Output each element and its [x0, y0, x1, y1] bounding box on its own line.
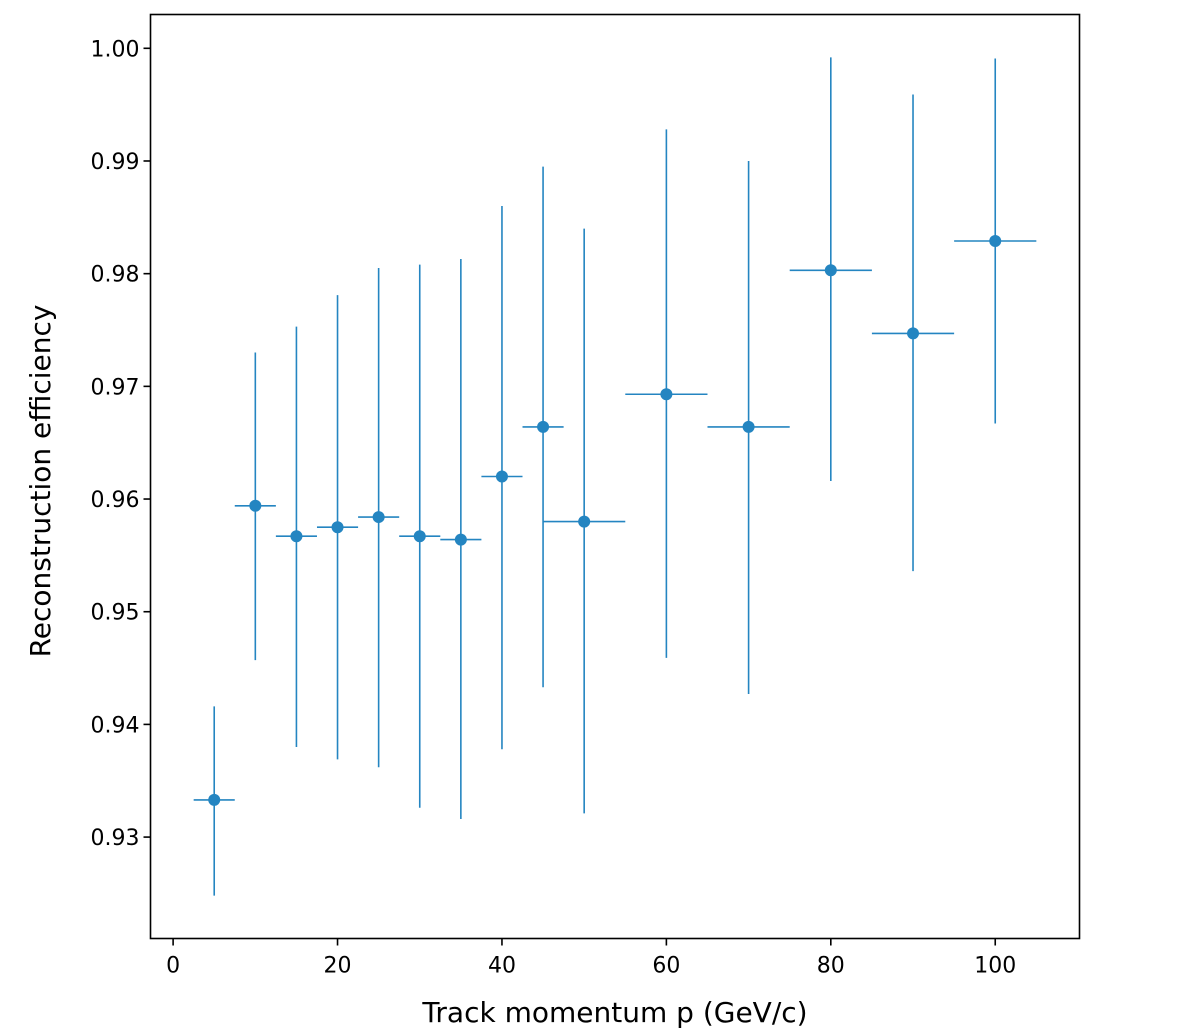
y-axis-title: Reconstruction efficiency — [24, 305, 57, 658]
data-point — [989, 234, 1002, 247]
data-point-group — [275, 326, 317, 747]
data-point — [331, 521, 344, 534]
x-tick-label: 40 — [488, 954, 516, 979]
data-point — [454, 533, 467, 546]
data-point — [660, 388, 673, 401]
y-tick-label: 0.97 — [91, 375, 140, 400]
data-point-group — [543, 228, 626, 814]
data-point — [537, 420, 550, 433]
y-tick-label: 1.00 — [91, 37, 140, 62]
x-tick-label: 60 — [652, 954, 680, 979]
data-point — [742, 420, 755, 433]
data-point — [907, 327, 920, 340]
data-point-group — [871, 94, 955, 572]
x-axis-title: Track momentum p (GeV/c) — [421, 996, 807, 1029]
data-point — [372, 511, 385, 524]
data-point-group — [707, 160, 790, 694]
data-point — [578, 515, 591, 528]
data-point-group — [358, 268, 400, 768]
plot-frame — [149, 13, 1081, 940]
data-point-group — [625, 129, 708, 658]
x-axis-ticks: 0 20 40 60 80 100 — [166, 938, 1016, 979]
y-tick-label: 0.94 — [91, 713, 140, 738]
data-point-group — [193, 706, 235, 896]
data-point-group — [522, 166, 564, 688]
y-tick-label: 0.99 — [91, 150, 140, 175]
x-tick-label: 0 — [166, 954, 180, 979]
data-point-group — [954, 58, 1037, 424]
y-tick-label: 0.98 — [91, 263, 140, 288]
data-point-group — [481, 206, 523, 750]
y-axis-ticks: 0.93 0.94 0.95 0.96 0.97 0.98 0.99 1.00 — [91, 37, 151, 851]
data-point — [208, 793, 221, 806]
data-point-group — [234, 352, 276, 661]
data-point — [824, 264, 837, 277]
data-point — [249, 499, 262, 512]
y-tick-label: 0.96 — [91, 488, 140, 513]
x-tick-label: 100 — [974, 954, 1016, 979]
data-point — [495, 470, 508, 483]
data-point-group — [399, 264, 441, 808]
y-tick-label: 0.95 — [91, 601, 140, 626]
data-point-group — [440, 259, 482, 820]
data-point-group — [316, 295, 359, 760]
data-marks — [193, 57, 1037, 896]
data-point — [290, 530, 303, 543]
data-point — [413, 530, 426, 543]
x-tick-label: 20 — [324, 954, 352, 979]
x-tick-label: 80 — [817, 954, 845, 979]
y-tick-label: 0.93 — [91, 826, 140, 851]
data-point-group — [789, 57, 872, 482]
